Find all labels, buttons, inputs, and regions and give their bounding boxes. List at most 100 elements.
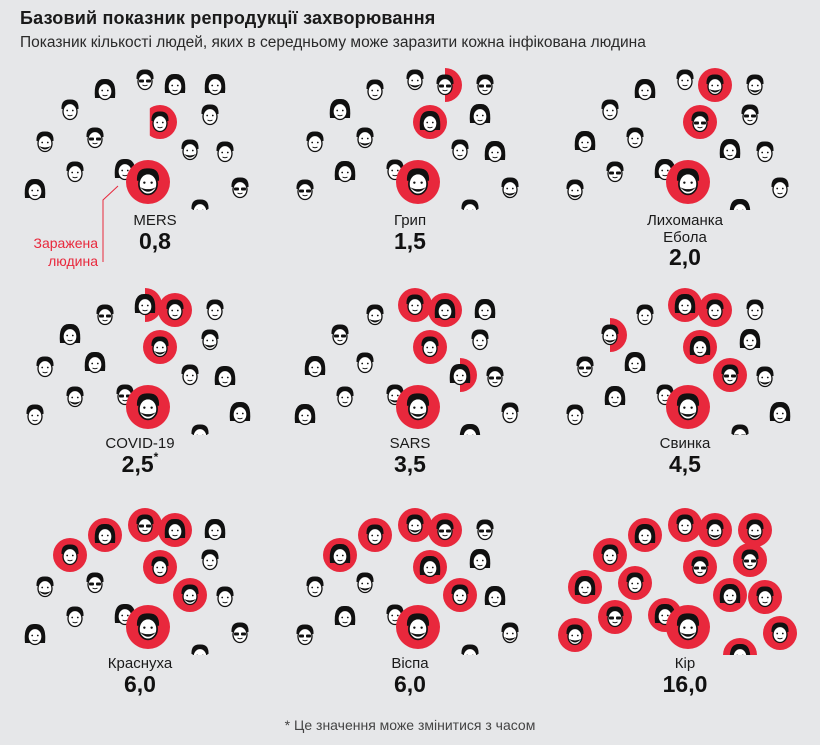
healthy-person [214,365,236,388]
infected-contact-person [134,288,162,322]
healthy-person [356,352,374,374]
infected-contact-person [558,618,592,652]
infected-contact-person [413,105,447,139]
infected-contact-person [668,508,702,542]
healthy-person [604,385,626,408]
infected-person [666,160,710,204]
healthy-person [484,585,506,608]
healthy-person [356,127,374,149]
infected-contact-person [601,318,627,352]
healthy-person [201,549,219,571]
infected-person-label: Заражена людина [33,235,98,269]
healthy-person [576,356,594,378]
pictogram-people [26,288,251,435]
healthy-person [501,622,519,644]
healthy-person [636,304,654,326]
pictogram-people [24,508,249,655]
healthy-person [231,177,249,199]
pictogram-people [294,288,519,435]
infected-contact-person [358,518,392,552]
healthy-person [451,139,469,161]
infected-contact-person [53,538,87,572]
disease-panel-flu: Грип 1,5 [285,60,555,290]
healthy-person [306,131,324,153]
page-title: Базовий показник репродукції захворюванн… [20,8,436,28]
healthy-person [61,99,79,121]
infected-contact-person [173,578,207,612]
healthy-person [756,366,774,388]
healthy-person [729,198,751,210]
healthy-person [181,364,199,386]
disease-r0-value: 6,0 [394,671,426,697]
disease-name: COVID-19 [105,435,175,452]
disease-r0-value: 2,0 [669,244,701,270]
healthy-person [306,576,324,598]
infected-contact-person [436,68,462,102]
infected-contact-person [618,566,652,600]
disease-r0-value: 3,5 [394,451,426,477]
healthy-person [204,518,226,541]
infected-contact-person [443,578,477,612]
healthy-person [756,141,774,163]
infected-contact-person [733,543,767,577]
infected-contact-person [683,330,717,364]
healthy-person [201,329,219,351]
healthy-person [741,104,759,126]
infected-contact-person [323,538,357,572]
healthy-person [216,141,234,163]
infected-contact-person [143,330,177,364]
healthy-person [334,605,356,628]
healthy-person [24,623,46,646]
disease-panel-smallpox: Віспа 6,0 [285,505,555,735]
disease-name: Свинка [659,435,711,452]
healthy-person [624,351,646,374]
healthy-person [216,586,234,608]
footnote-marker: * [153,450,159,465]
disease-panel-measles: Кір 16,0 [555,505,820,735]
healthy-person [36,356,54,378]
healthy-person [329,98,351,121]
infected-contact-person [713,358,747,392]
disease-name: SARS [389,435,431,452]
infected-contact-person [723,638,757,655]
infected-contact-person [628,518,662,552]
infected-person [666,605,710,649]
healthy-person [601,99,619,121]
healthy-person [191,199,209,210]
disease-r0-value: 1,5 [394,228,426,254]
healthy-person [66,386,84,408]
infected-contact-person [143,550,177,584]
healthy-person [771,177,789,199]
healthy-person [746,299,764,321]
disease-r0-value: 4,5 [669,451,701,477]
disease-r0-value: 6,0 [124,671,156,697]
infected-contact-person [398,508,432,542]
healthy-person [94,78,116,101]
healthy-person [206,299,224,321]
infected-contact-person [158,513,192,547]
healthy-person [606,161,624,183]
healthy-person [331,324,349,346]
healthy-person [626,127,644,149]
disease-panel-sars: SARS 3,5 [285,285,555,515]
healthy-person [476,74,494,96]
infected-contact-person [428,513,462,547]
healthy-person [296,624,314,646]
healthy-person [181,139,199,161]
infected-person [396,605,440,649]
disease-name: Грип [393,212,427,229]
healthy-person [459,423,481,435]
healthy-person [164,73,186,96]
healthy-person [84,351,106,374]
infected-contact-person [698,293,732,327]
infected-contact-person [88,518,122,552]
healthy-person [676,69,694,91]
infected-contact-person [683,105,717,139]
infected-person [396,385,440,429]
infected-contact-person [763,616,797,650]
healthy-person [476,519,494,541]
healthy-person [191,644,209,655]
disease-r0-value: 16,0 [662,671,708,697]
healthy-person [96,304,114,326]
disease-name: Кір [674,655,696,672]
